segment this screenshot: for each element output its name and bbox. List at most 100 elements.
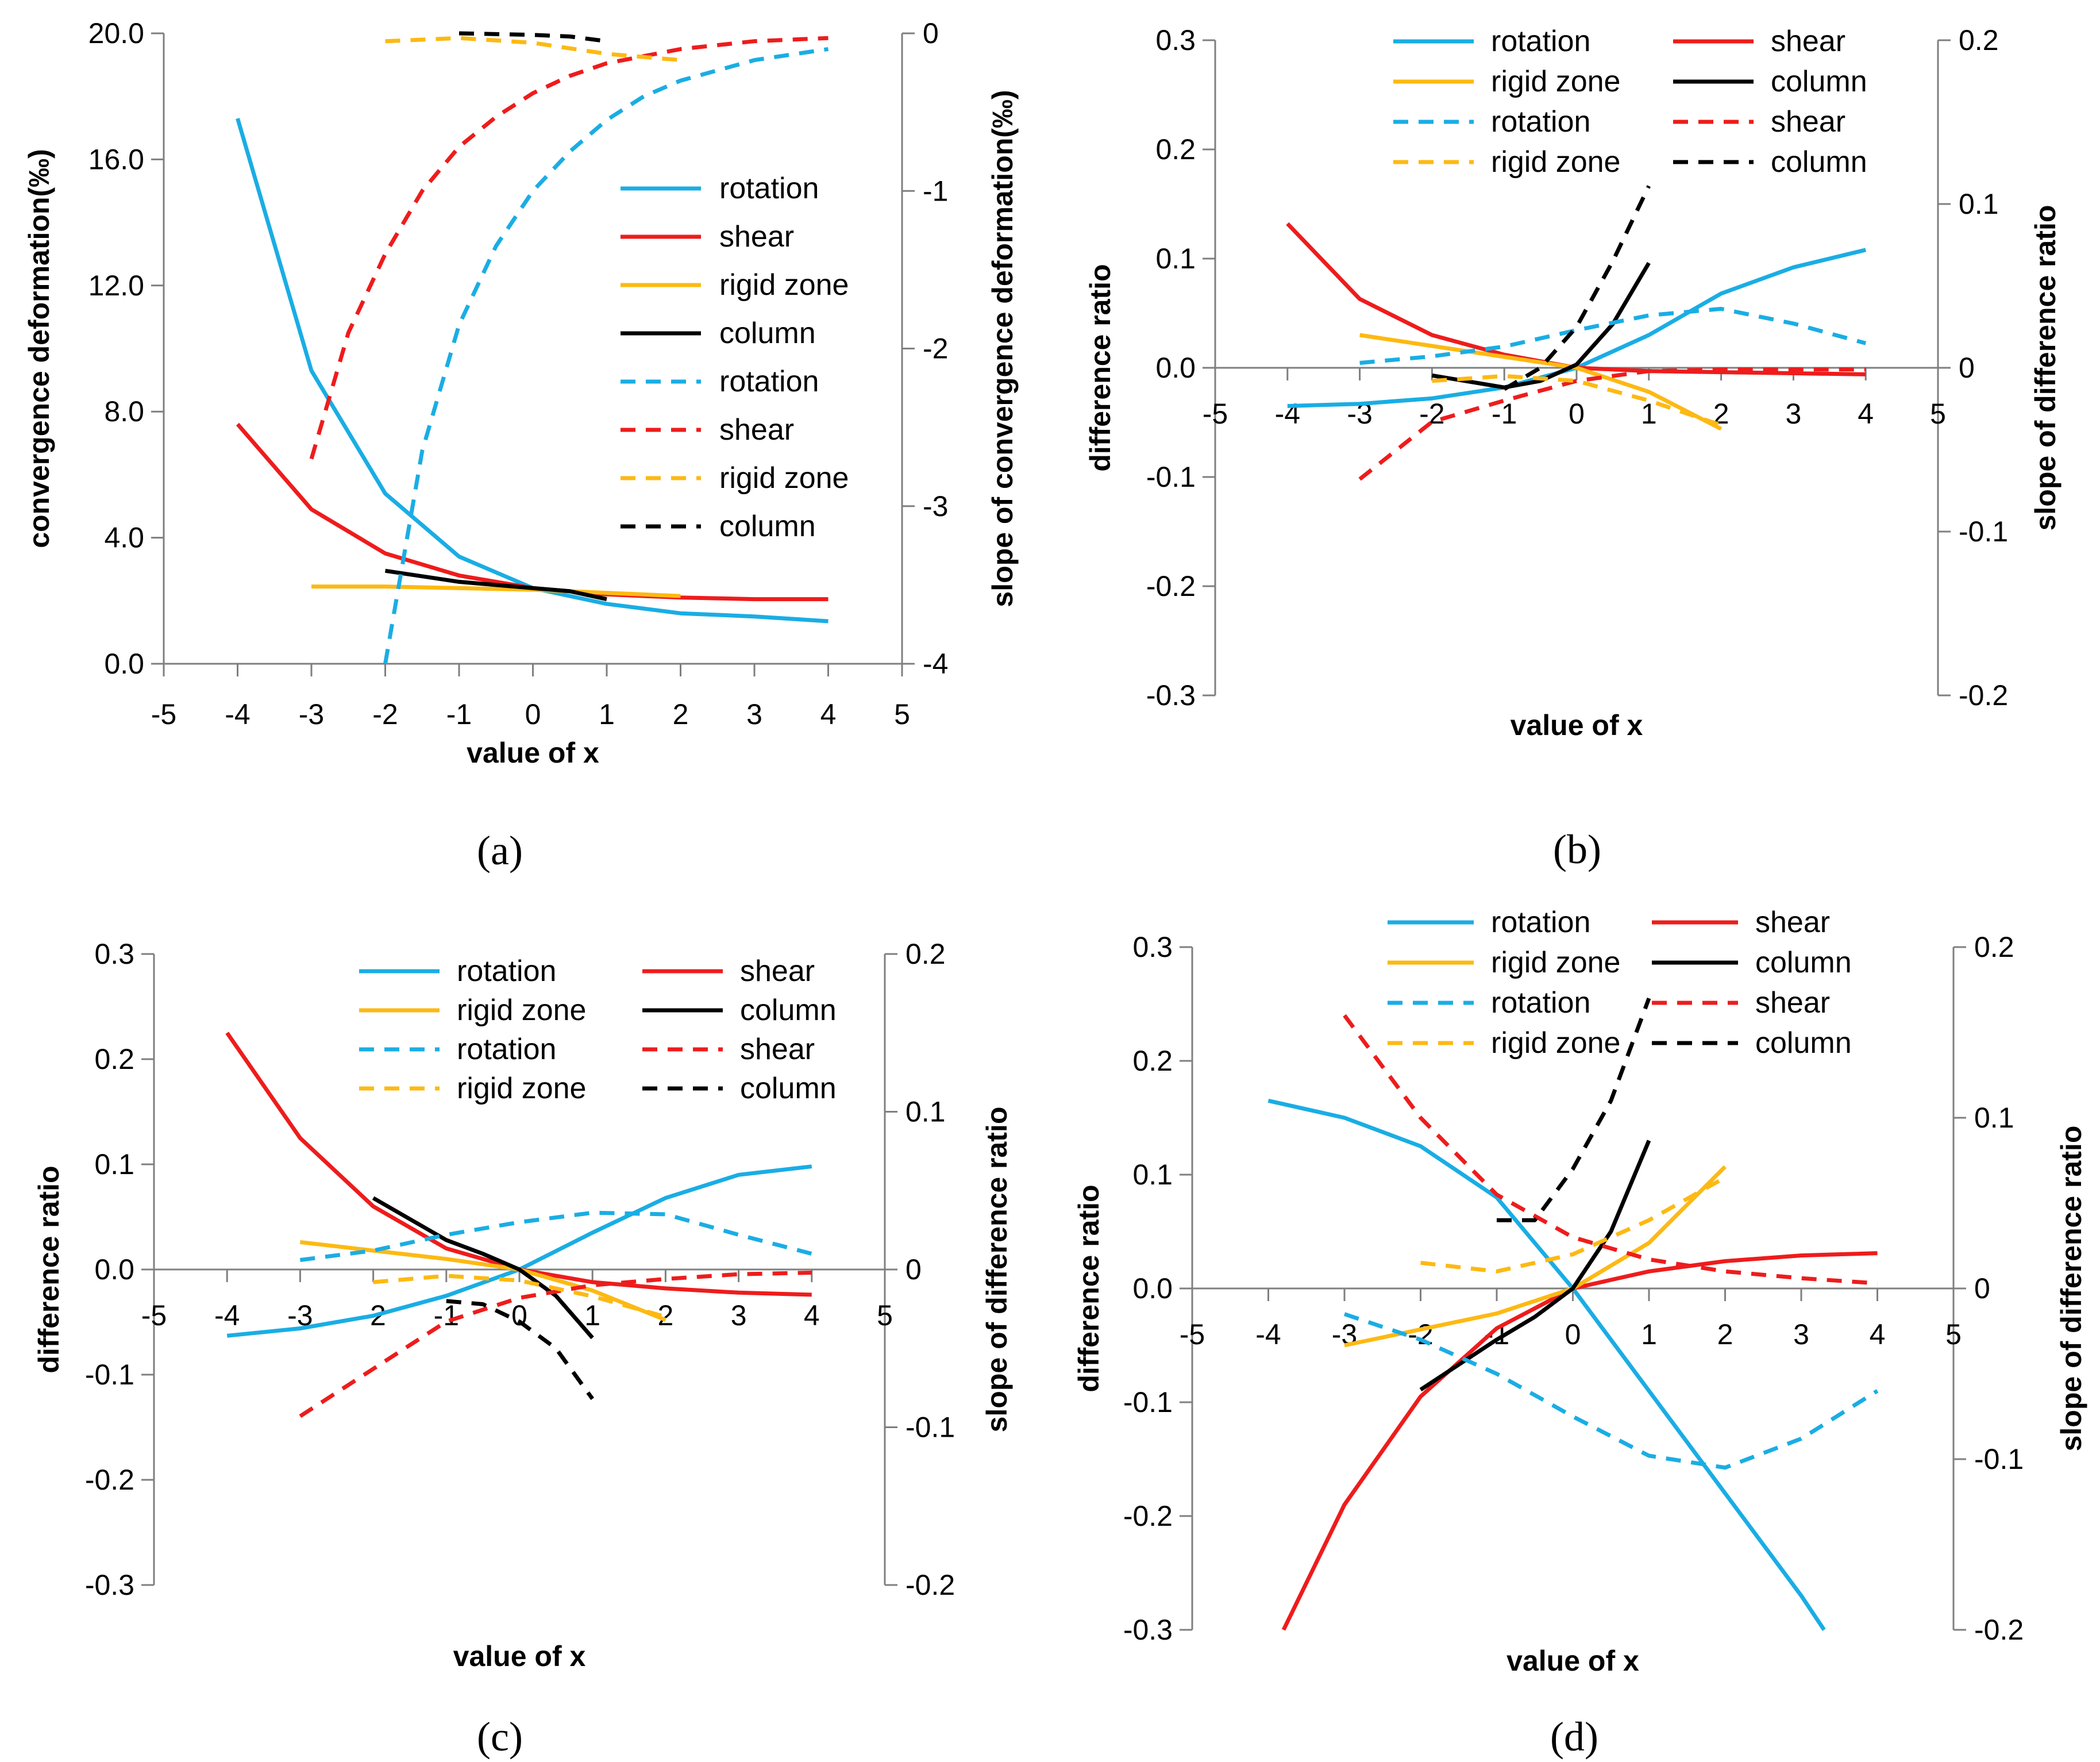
x-tick-label: 1	[1641, 398, 1657, 430]
legend-label: rigid zone	[1491, 1026, 1620, 1060]
legend-label: shear	[1771, 25, 1845, 58]
left-tick-label: 0.0	[1155, 352, 1196, 384]
series-line-column-solid	[372, 1196, 594, 1340]
left-tick-label: -0.3	[1123, 1614, 1173, 1646]
series-line-rigid-zone-solid	[1344, 1165, 1727, 1348]
series-line-rigid-zone-dashed	[1420, 1175, 1727, 1274]
panel-caption: (c)	[477, 1714, 523, 1760]
legend-label: shear	[1755, 986, 1830, 1020]
x-tick-label: 3	[1785, 398, 1801, 430]
left-tick-label: 0.0	[94, 1253, 134, 1286]
left-tick-label: 12.0	[88, 270, 144, 302]
x-tick-label: 0	[1565, 1318, 1581, 1351]
left-tick-label: -0.2	[1123, 1500, 1173, 1532]
left-tick-label: 0.3	[94, 938, 134, 970]
y-axis-title: difference ratio	[1084, 264, 1116, 471]
left-tick-label: 0.1	[1155, 243, 1196, 275]
left-tick-label: -0.1	[85, 1359, 134, 1391]
left-tick-label: 16.0	[88, 143, 144, 175]
legend-label: rotation	[457, 1033, 556, 1066]
x-tick-label: 5	[1945, 1318, 1962, 1351]
x-tick-label: 3	[1793, 1318, 1809, 1351]
left-tick-label: 0.3	[1132, 931, 1173, 963]
legend-label: shear	[1755, 906, 1830, 939]
right-tick-label: 0	[923, 17, 939, 49]
right-tick-label: -0.2	[1959, 679, 2008, 711]
series-line-rotation-dashed	[1343, 1312, 1879, 1470]
x-axis-title: value of x	[1506, 1645, 1639, 1677]
legend-label: rigid zone	[1491, 145, 1620, 179]
x-tick-label: -2	[1408, 1318, 1433, 1351]
series-line-column-dashed	[1497, 997, 1651, 1222]
series-line-shear-dashed	[299, 1271, 812, 1418]
left-tick-label: -0.2	[1146, 570, 1196, 602]
legend-label: shear	[719, 220, 794, 253]
right-tick-label: -1	[923, 175, 948, 207]
series-line-shear-dashed	[309, 36, 829, 460]
series-line-column-dashed	[458, 31, 607, 44]
x-tick-label: -5	[1203, 398, 1228, 430]
right-tick-label: 0.2	[1974, 931, 2014, 963]
x-axis-title: value of x	[467, 737, 599, 769]
series-line-rigid-zone-solid	[1359, 333, 1723, 431]
y2-axis-title: slope of difference ratio	[2029, 205, 2062, 531]
x-tick-label: -4	[214, 1299, 240, 1332]
right-tick-label: 0.2	[905, 938, 946, 970]
left-tick-label: 0.0	[1132, 1272, 1173, 1305]
legend-label: shear	[719, 413, 794, 447]
chart-c: -0.3 -0.2 -0.1 0.0 0.1 0.2 0.3 -0.2 -0.1 0 0.1 0.2 -…	[33, 938, 1013, 1760]
chart-b: -0.3 -0.2 -0.1 0.0 0.1 0.2 0.3 -0.2 -0.1 0 0.1 0.2 -…	[1084, 24, 2062, 872]
right-tick-label: 0	[1959, 352, 1975, 384]
series-line-column-solid	[384, 568, 607, 602]
left-tick-label: -0.2	[85, 1464, 134, 1496]
series-line-rotation-dashed	[383, 47, 829, 664]
legend-label: rotation	[719, 365, 819, 398]
left-tick-label: -0.1	[1123, 1386, 1173, 1418]
y2-axis-title: slope of convergence deformation(‰)	[987, 90, 1019, 607]
legend-label: rotation	[1491, 105, 1590, 139]
x-tick-label: 1	[584, 1299, 600, 1332]
x-tick-label: 1	[1641, 1318, 1657, 1351]
legend-label: rotation	[719, 172, 819, 205]
series-line-shear-solid	[1286, 222, 1866, 376]
series-line-rotation-dashed	[299, 1210, 812, 1262]
x-tick-label: 4	[804, 1299, 820, 1332]
panel-caption: (d)	[1550, 1714, 1598, 1760]
legend-label: column	[1771, 145, 1867, 179]
x-tick-label: 3	[746, 698, 762, 730]
legend-label: column	[1755, 946, 1852, 979]
series-line-rotation-solid	[1267, 1098, 1826, 1631]
x-tick-label: 2	[1717, 1318, 1733, 1351]
left-tick-label: 0.2	[94, 1043, 134, 1075]
left-tick-label: -0.3	[85, 1569, 134, 1601]
left-tick-label: 20.0	[88, 17, 144, 49]
legend-label: shear	[740, 1033, 815, 1066]
series-line-rigid-zone-solid	[311, 584, 681, 598]
series-line-column-dashed	[1503, 185, 1651, 391]
right-tick-label: -0.1	[1974, 1443, 2024, 1475]
legend-label: rotation	[1491, 986, 1590, 1020]
legend-label: column	[740, 1072, 837, 1105]
right-tick-label: -0.2	[1974, 1614, 2024, 1646]
right-tick-label: 0	[905, 1253, 922, 1286]
right-tick-label: -0.1	[905, 1411, 955, 1444]
legend-label: shear	[1771, 105, 1845, 139]
x-tick-label: -5	[141, 1299, 167, 1332]
x-tick-label: 5	[877, 1299, 893, 1332]
legend-label: column	[740, 994, 837, 1027]
legend-label: column	[719, 317, 816, 350]
x-axis-title: value of x	[1511, 709, 1643, 741]
x-tick-label: -4	[225, 698, 250, 730]
series-line-column-dashed	[446, 1299, 595, 1401]
legend-label: rotation	[457, 955, 556, 988]
left-tick-label: -0.1	[1146, 461, 1196, 493]
right-tick-label: -0.2	[905, 1569, 955, 1601]
x-tick-label: -5	[1180, 1318, 1205, 1351]
right-tick-label: 0.1	[1974, 1102, 2014, 1134]
right-tick-label: -3	[923, 490, 948, 522]
left-tick-label: 0.2	[1155, 133, 1196, 166]
left-tick-label: 0.2	[1132, 1045, 1173, 1077]
x-tick-label: 4	[1870, 1318, 1886, 1351]
series-line-shear-dashed	[1343, 1014, 1878, 1286]
